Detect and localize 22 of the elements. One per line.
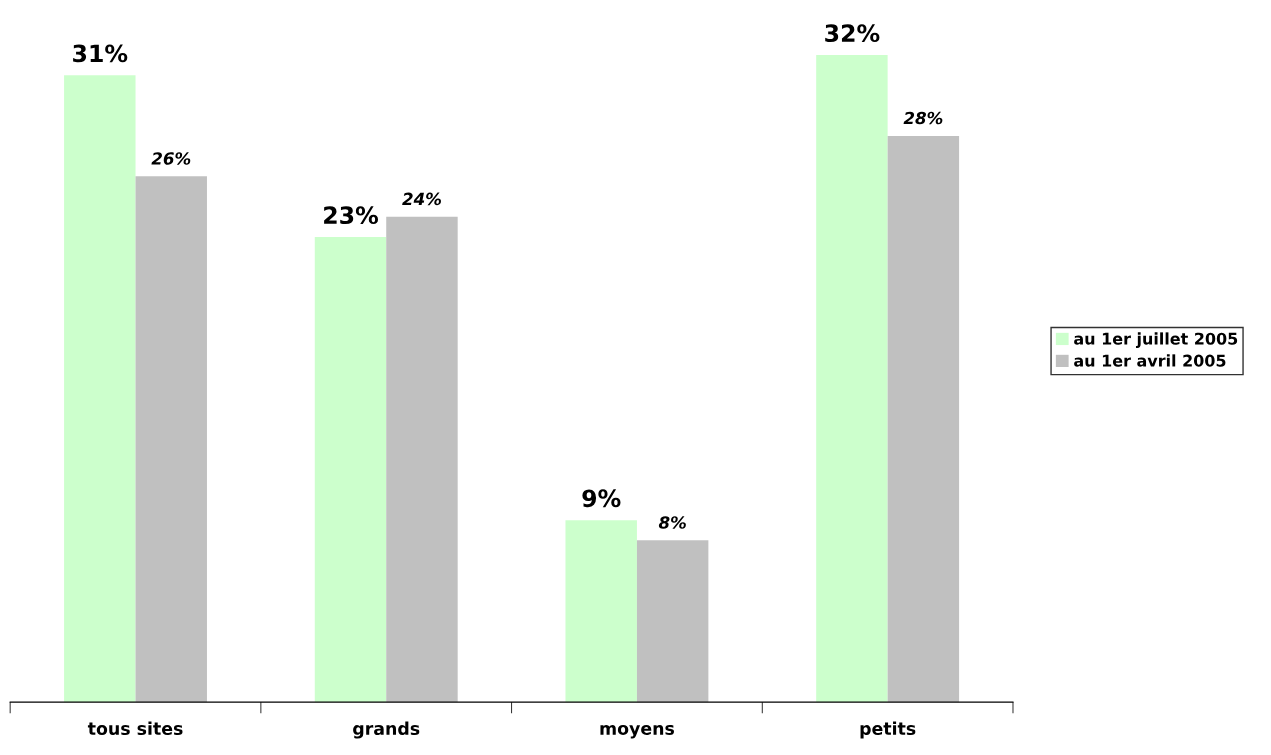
data-label: 32% [825, 24, 880, 43]
x-tick-label: tous sites [87, 721, 183, 736]
data-label: 8% [658, 516, 686, 529]
x-tick-label: moyens [600, 724, 675, 739]
data-label: 23% [324, 206, 379, 225]
bar [314, 237, 387, 703]
bar [636, 540, 709, 703]
bar [135, 176, 207, 703]
bar [887, 135, 960, 703]
data-label: 28% [903, 111, 943, 125]
data-label: 26% [151, 152, 191, 165]
bar [816, 55, 888, 703]
bar [386, 216, 458, 703]
data-label: 31% [73, 44, 128, 63]
legend-label: au 1er juillet 2005 [1074, 332, 1238, 348]
data-label: 9% [582, 489, 621, 508]
x-tick-label: grands [353, 721, 420, 739]
data-label: 24% [402, 192, 441, 206]
x-tick-label: petits [860, 721, 916, 739]
bar [64, 75, 136, 703]
bar [565, 520, 637, 703]
legend-label: au 1er avril 2005 [1074, 354, 1226, 367]
